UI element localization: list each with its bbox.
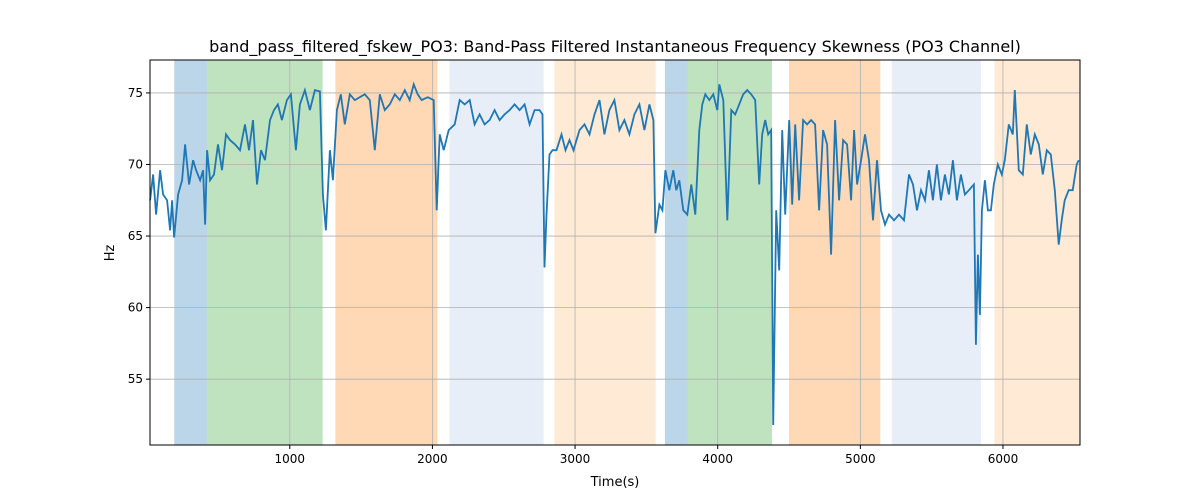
y-tick-label: 65 (128, 229, 143, 243)
x-tick-label: 1000 (275, 452, 306, 466)
y-axis-label: Hz (103, 245, 118, 262)
x-tick-label: 6000 (988, 452, 1019, 466)
shaded-span (664, 60, 688, 445)
span-layer (174, 60, 1080, 445)
x-tick-label: 4000 (702, 452, 733, 466)
plot-frame (149, 59, 1081, 446)
shaded-span (994, 60, 1080, 445)
x-tick-label: 5000 (845, 452, 876, 466)
shaded-span (207, 60, 323, 445)
shaded-span (449, 60, 544, 445)
y-tick-label: 55 (128, 372, 143, 386)
x-tick-label: 2000 (417, 452, 448, 466)
y-tick-label: 75 (128, 86, 143, 100)
shaded-span (687, 60, 772, 445)
series-line (149, 81, 1080, 426)
shaded-span (789, 60, 881, 445)
x-tick-label: 3000 (560, 452, 591, 466)
y-tick-label: 70 (128, 157, 143, 171)
chart-title: band_pass_filtered_fskew_PO3: Band-Pass … (209, 37, 1021, 57)
shaded-span (174, 60, 208, 445)
shaded-span (891, 60, 981, 445)
tick-layer: 1000 2000 3000 4000 5000 6000 55 60 65 70 75 (128, 86, 1019, 466)
x-axis-label: Time(s) (590, 475, 640, 490)
shaded-span (554, 60, 656, 445)
shaded-span (335, 60, 438, 445)
y-tick-label: 60 (128, 301, 143, 315)
